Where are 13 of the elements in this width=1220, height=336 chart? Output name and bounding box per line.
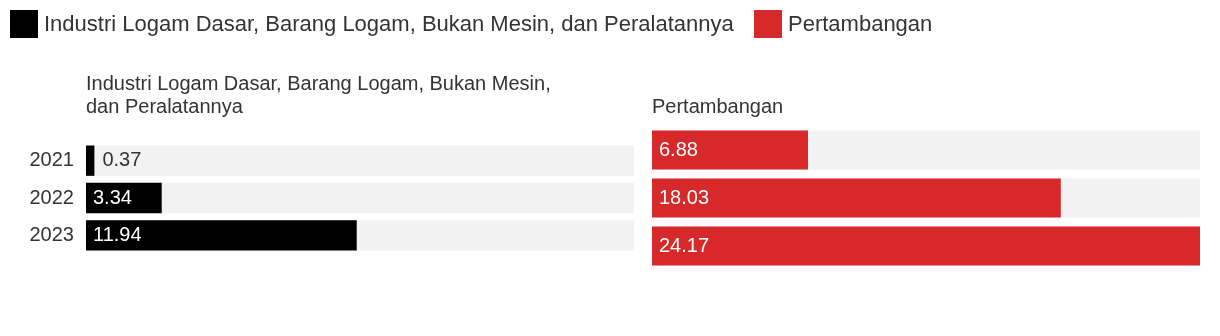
data-label: 11.94 bbox=[93, 222, 142, 245]
data-label: 6.88 bbox=[659, 137, 698, 160]
chart-title: Industri Logam Dasar, Barang Logam, Bukan Mesin, dan Peralatannya bbox=[86, 72, 552, 118]
y-tick-label: 2021 bbox=[29, 148, 74, 171]
chart-title: Pertambangan bbox=[652, 95, 784, 118]
data-label: 18.03 bbox=[659, 185, 710, 208]
y-tick-label: 2023 bbox=[29, 222, 74, 245]
data-label: 3.34 bbox=[93, 185, 132, 208]
legend-label: Industri Logam Dasar, Barang Logam, Bukan Mesin, dan Peralatannya bbox=[44, 11, 734, 37]
legend-label: Pertambangan bbox=[788, 11, 933, 37]
data-label: 24.17 bbox=[659, 233, 710, 256]
data-label: 0.37 bbox=[102, 148, 142, 171]
y-tick-label: 2022 bbox=[29, 185, 74, 208]
